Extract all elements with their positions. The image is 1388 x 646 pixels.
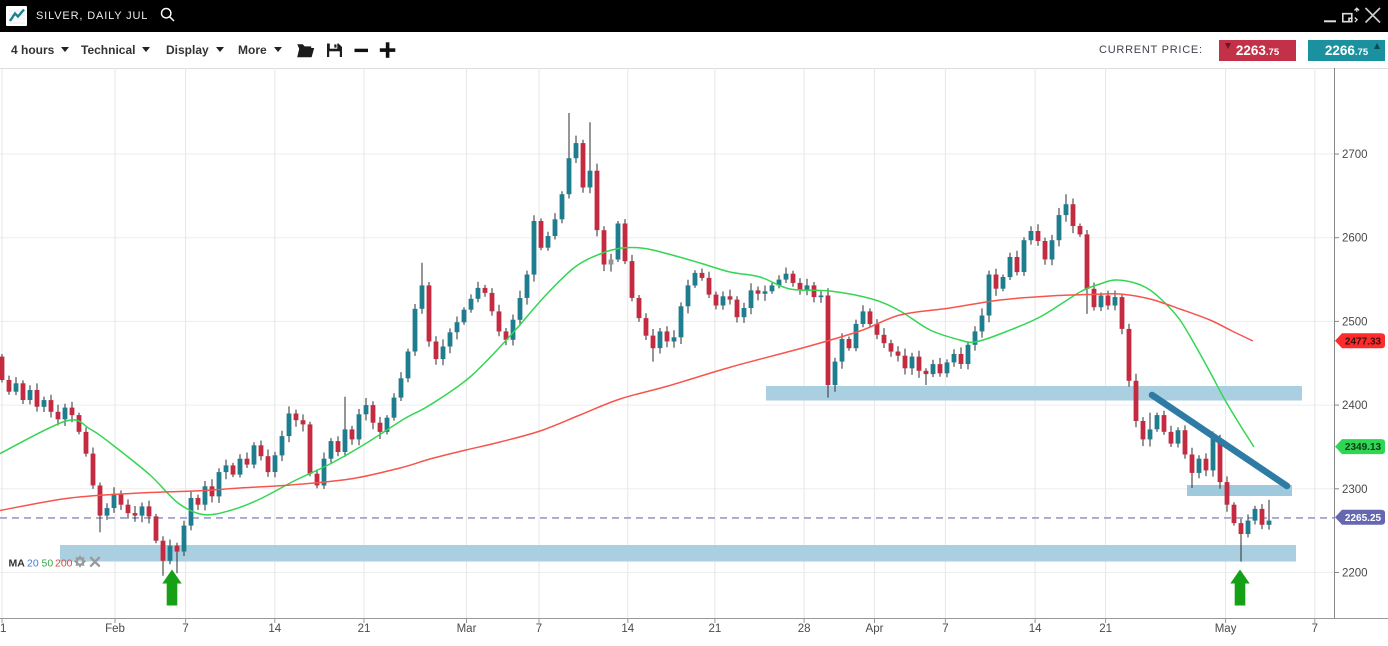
svg-text:28: 28 — [798, 623, 811, 635]
svg-text:14: 14 — [1029, 623, 1042, 635]
svg-text:20: 20 — [27, 558, 39, 570]
svg-text:May: May — [1215, 623, 1237, 635]
svg-text:200: 200 — [55, 558, 73, 570]
svg-text:Mar: Mar — [457, 623, 477, 635]
svg-text:14: 14 — [621, 623, 634, 635]
svg-text:2300: 2300 — [1342, 484, 1368, 496]
svg-text:7: 7 — [536, 623, 542, 635]
svg-text:21: 21 — [709, 623, 722, 635]
svg-text:2700: 2700 — [1342, 149, 1368, 161]
svg-text:21: 21 — [358, 623, 371, 635]
svg-text:2500: 2500 — [1342, 316, 1368, 328]
svg-text:2400: 2400 — [1342, 400, 1368, 412]
svg-text:7: 7 — [942, 623, 948, 635]
svg-text:2349.13: 2349.13 — [1345, 442, 1382, 453]
svg-text:7: 7 — [1312, 623, 1318, 635]
svg-text:1: 1 — [0, 623, 6, 635]
svg-text:7: 7 — [182, 623, 188, 635]
svg-text:2265.25: 2265.25 — [1345, 513, 1382, 524]
svg-text:50: 50 — [42, 558, 54, 570]
svg-text:2200: 2200 — [1342, 568, 1368, 580]
svg-text:21: 21 — [1099, 623, 1112, 635]
svg-text:Apr: Apr — [866, 623, 884, 635]
svg-text:Feb: Feb — [105, 623, 125, 635]
svg-text:MA: MA — [9, 558, 26, 570]
svg-text:2477.33: 2477.33 — [1345, 336, 1382, 347]
svg-text:2600: 2600 — [1342, 233, 1368, 245]
svg-text:14: 14 — [268, 623, 281, 635]
